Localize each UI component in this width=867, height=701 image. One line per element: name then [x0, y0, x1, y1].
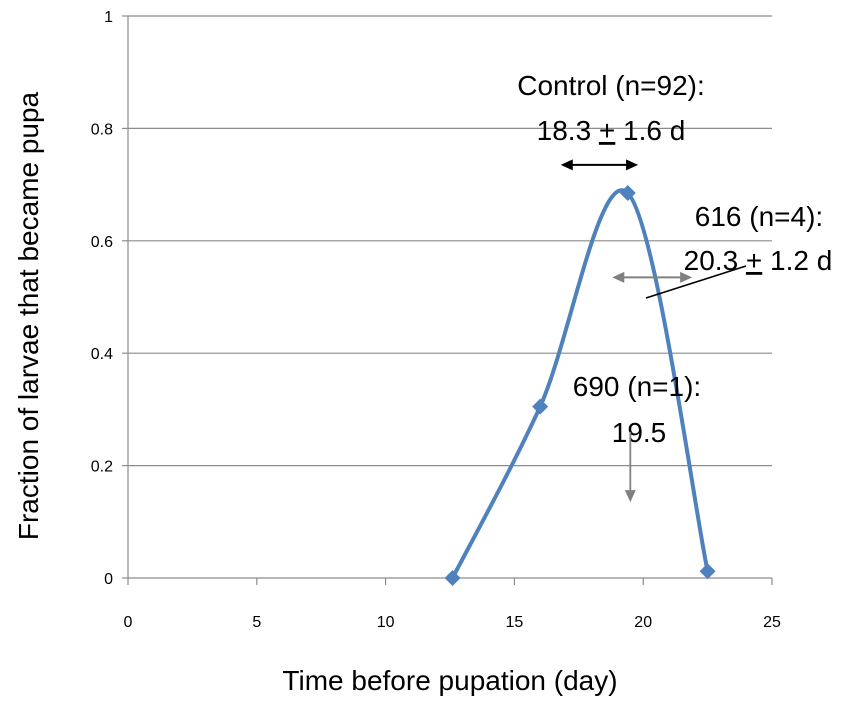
axes [122, 15, 773, 585]
x-tick-label: 5 [252, 614, 261, 631]
annotation-arrow [612, 271, 693, 283]
x-tick-label: 0 [124, 614, 133, 631]
arrow-head [560, 159, 573, 171]
x-tick-label: 10 [377, 614, 395, 631]
annotation-690-line2: 19.5 [612, 417, 667, 448]
y-tick-label: 0.8 [91, 121, 113, 138]
annotation-616-leader [645, 265, 747, 299]
arrow-head [626, 159, 639, 171]
annotation-control-line1: Control (n=92): [517, 70, 705, 101]
x-tick-label: 25 [763, 614, 781, 631]
annotation-control: Control (n=92): 18.3 + 1.6 d [517, 70, 705, 146]
x-tick-label: 20 [634, 614, 652, 631]
series-line [450, 188, 710, 580]
x-axis-title: Time before pupation (day) [282, 665, 617, 696]
arrow-head [680, 271, 693, 283]
annotation-arrows [560, 159, 693, 503]
annotation-690-line1: 690 (n=1): [573, 371, 701, 402]
annotation-arrow [624, 431, 636, 503]
annotation-arrow [560, 159, 639, 171]
y-tick-label: 0.4 [91, 346, 113, 363]
y-axis-title: Fraction of larvae that became pupa [13, 91, 44, 540]
y-tick-label: 0.6 [91, 234, 113, 251]
annotation-616-line1: 616 (n=4): [695, 201, 823, 232]
y-tick-label: 1 [104, 9, 113, 26]
annotation-690: 690 (n=1): 19.5 [573, 371, 701, 448]
grid-lines [128, 15, 772, 467]
data-point [532, 398, 549, 415]
annotation-control-line2: 18.3 + 1.6 d [537, 115, 686, 146]
series-layer [444, 185, 716, 586]
arrow-head [612, 271, 625, 283]
tick-labels: 00.20.40.60.810 5 10 15 20 25 [91, 9, 781, 631]
arrow-head [624, 490, 636, 503]
x-tick-label: 15 [506, 614, 524, 631]
annotation-616: 616 (n=4): 20.3 + 1.2 d [645, 201, 833, 299]
data-point [619, 185, 636, 202]
annotation-616-line2: 20.3 + 1.2 d [684, 245, 833, 276]
data-point [699, 563, 716, 580]
y-tick-label: 0 [104, 571, 113, 588]
data-point [444, 570, 461, 586]
y-tick-label: 0.2 [91, 459, 113, 476]
